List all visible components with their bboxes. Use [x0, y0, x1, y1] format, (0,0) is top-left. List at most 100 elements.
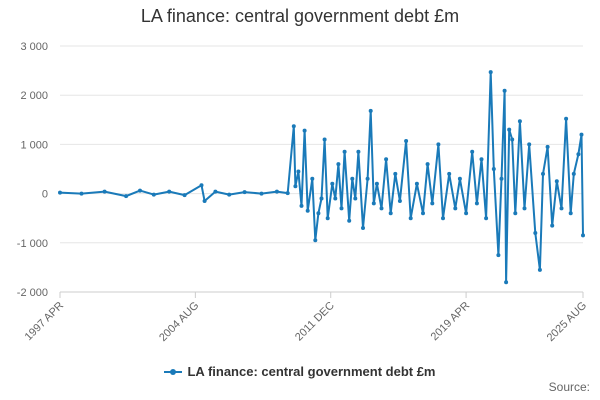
data-point[interactable] [293, 184, 298, 189]
data-point[interactable] [361, 226, 365, 230]
data-point[interactable] [336, 162, 341, 167]
data-point[interactable] [393, 171, 398, 176]
y-tick-label: -2 000 [17, 287, 48, 299]
data-point[interactable] [339, 206, 344, 211]
data-point[interactable] [302, 128, 307, 133]
data-point[interactable] [319, 196, 324, 201]
data-point[interactable] [374, 181, 379, 186]
series-line [59, 71, 584, 284]
data-point[interactable] [408, 216, 413, 221]
data-point[interactable] [353, 196, 358, 201]
data-point[interactable] [305, 208, 310, 213]
data-point[interactable] [182, 193, 187, 198]
data-point[interactable] [430, 201, 435, 206]
data-point[interactable] [579, 132, 584, 137]
data-point[interactable] [296, 169, 301, 174]
data-point[interactable] [310, 176, 315, 181]
data-point[interactable] [299, 203, 304, 208]
data-point[interactable] [102, 189, 107, 194]
data-point[interactable] [510, 137, 515, 142]
data-point[interactable] [79, 191, 84, 196]
x-tick-label: 2004 AUG [157, 300, 201, 344]
data-point[interactable] [259, 191, 264, 196]
data-point[interactable] [199, 183, 204, 188]
x-tick-label: 2025 AUG [545, 300, 589, 344]
data-point[interactable] [537, 267, 542, 272]
data-point[interactable] [316, 211, 321, 216]
data-point[interactable] [384, 157, 389, 162]
data-point[interactable] [496, 253, 501, 258]
data-point[interactable] [379, 206, 384, 211]
data-point[interactable] [554, 179, 559, 184]
data-point[interactable] [564, 116, 569, 121]
data-point[interactable] [581, 233, 585, 238]
data-point[interactable] [322, 137, 327, 142]
data-point[interactable] [421, 211, 425, 216]
data-point[interactable] [479, 157, 484, 162]
data-point[interactable] [388, 211, 393, 216]
data-point[interactable] [499, 176, 504, 181]
data-point[interactable] [371, 201, 376, 206]
data-point[interactable] [502, 88, 507, 93]
data-point[interactable] [397, 199, 402, 203]
data-point[interactable] [213, 189, 218, 194]
data-point[interactable] [404, 139, 409, 143]
data-point[interactable] [474, 201, 479, 206]
data-point[interactable] [527, 142, 532, 147]
data-point[interactable] [285, 191, 290, 196]
data-point[interactable] [507, 127, 512, 132]
data-point[interactable] [504, 280, 509, 285]
data-point[interactable] [517, 119, 522, 124]
data-point[interactable] [350, 176, 355, 181]
data-point[interactable] [568, 211, 573, 216]
data-point[interactable] [167, 189, 172, 194]
data-point[interactable] [425, 162, 430, 167]
data-point[interactable] [513, 211, 518, 216]
data-point[interactable] [58, 190, 62, 195]
data-point[interactable] [227, 192, 232, 197]
legend[interactable]: LA finance: central government debt £m [0, 364, 600, 379]
data-point[interactable] [313, 238, 318, 243]
data-point[interactable] [274, 189, 279, 194]
data-point[interactable] [470, 149, 475, 154]
source-label: Source: [548, 380, 590, 394]
data-point[interactable] [291, 124, 296, 129]
data-point[interactable] [365, 176, 370, 181]
y-tick-label: 3 000 [20, 41, 48, 53]
data-point[interactable] [576, 152, 581, 157]
data-point[interactable] [333, 196, 338, 201]
data-point[interactable] [138, 188, 142, 193]
data-point[interactable] [453, 206, 458, 211]
data-point[interactable] [347, 218, 352, 223]
data-point[interactable] [368, 108, 373, 113]
data-point[interactable] [202, 199, 207, 203]
data-point[interactable] [484, 216, 489, 221]
data-point[interactable] [545, 144, 550, 149]
data-point[interactable] [356, 149, 361, 154]
data-point[interactable] [488, 70, 493, 75]
data-point[interactable] [457, 176, 462, 181]
data-point[interactable] [541, 171, 545, 176]
legend-label: LA finance: central government debt £m [187, 364, 436, 379]
data-point[interactable] [491, 167, 496, 171]
data-point[interactable] [447, 171, 452, 176]
y-tick-label: -1 000 [17, 238, 48, 250]
data-point[interactable] [124, 194, 129, 199]
data-point[interactable] [436, 142, 441, 147]
data-point[interactable] [550, 223, 555, 228]
data-point[interactable] [151, 192, 156, 197]
data-point[interactable] [522, 206, 527, 211]
data-point[interactable] [571, 171, 576, 176]
data-point[interactable] [342, 149, 347, 154]
chart-title: LA finance: central government debt £m [140, 6, 460, 26]
data-point[interactable] [441, 216, 445, 221]
data-point[interactable] [533, 231, 538, 235]
data-point[interactable] [330, 181, 335, 186]
data-point[interactable] [414, 181, 419, 186]
data-point[interactable] [325, 216, 330, 221]
data-point[interactable] [559, 206, 564, 211]
data-point[interactable] [464, 211, 469, 216]
data-point[interactable] [242, 190, 247, 195]
x-tick-label: 2011 DEC [293, 300, 337, 344]
